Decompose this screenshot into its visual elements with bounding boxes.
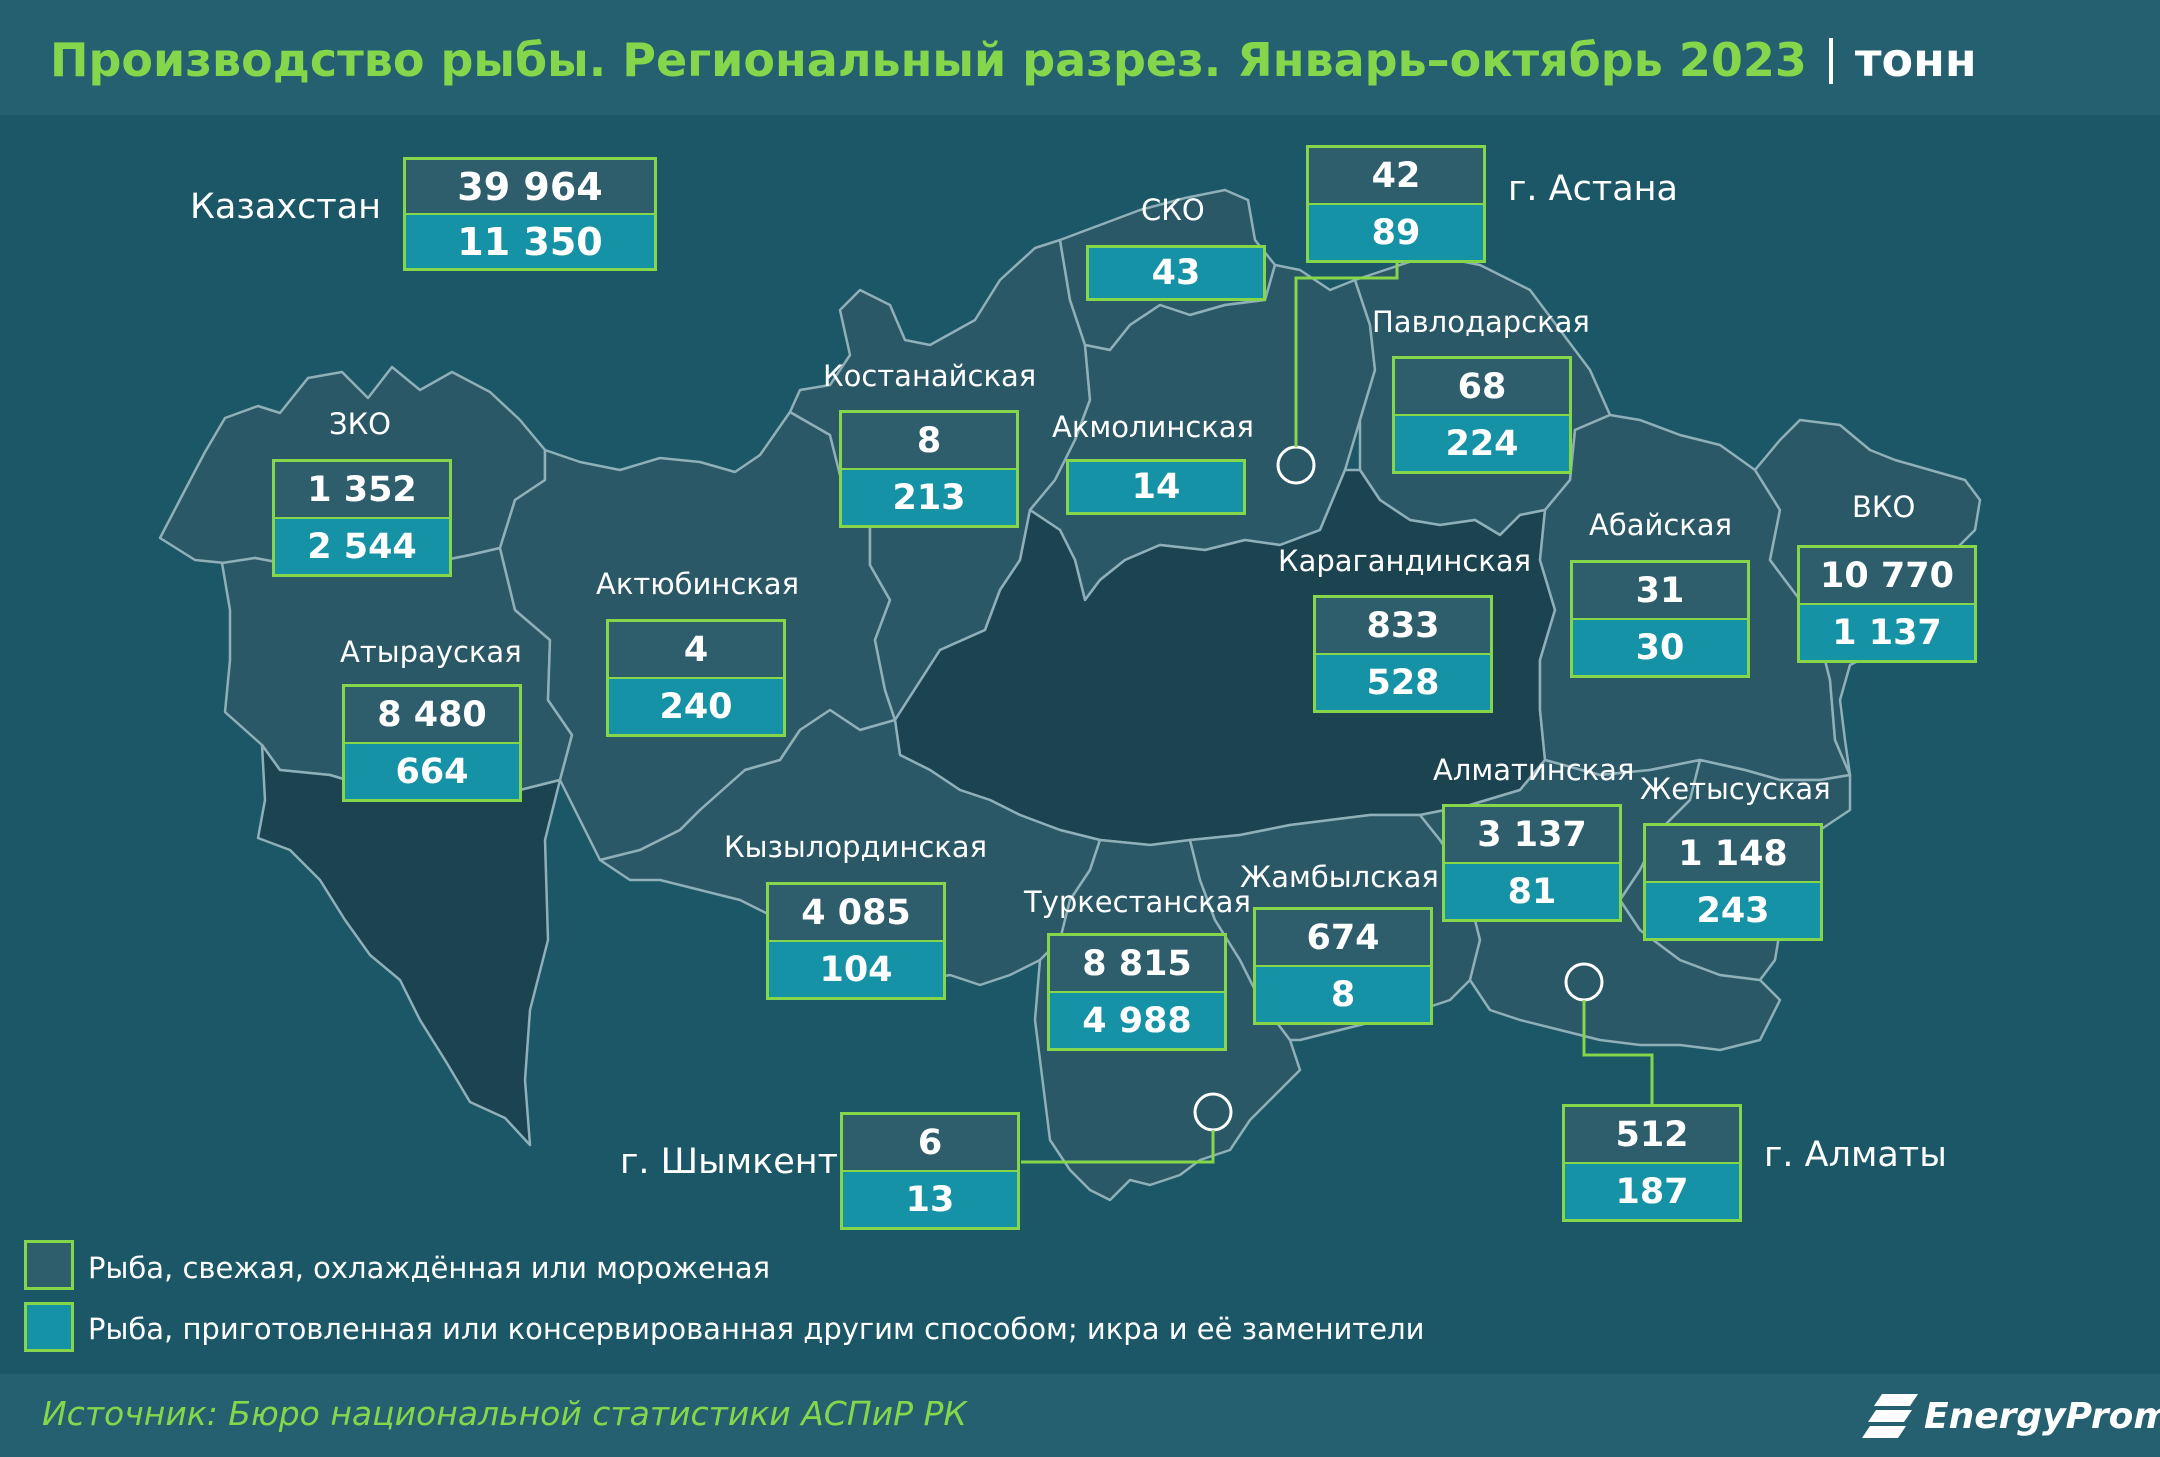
- region-label-pavlodar: Павлодарская: [1372, 305, 1590, 339]
- source-text: Источник: Бюро национальной статистики А…: [42, 1394, 967, 1433]
- shymkent-leader-line: [1021, 1130, 1215, 1164]
- region-box-vko: 10 770 1 137: [1797, 545, 1977, 663]
- region-fresh-almaty-obl: 3 137: [1445, 807, 1619, 864]
- region-fresh-turkestan: 8 815: [1050, 936, 1224, 993]
- region-box-zhambyl: 674 8: [1253, 907, 1433, 1025]
- region-prepared-turkestan: 4 988: [1050, 993, 1224, 1048]
- logo-icon: [1862, 1394, 1918, 1438]
- footer-bar: [0, 1374, 2160, 1457]
- region-prepared-almaty-obl: 81: [1445, 864, 1619, 919]
- city-label-almaty: г. Алматы: [1764, 1135, 1947, 1175]
- region-shape-mangystau: [256, 743, 562, 1147]
- region-prepared-pavlodar: 224: [1395, 416, 1569, 471]
- region-label-atyrau: Атырауская: [340, 635, 522, 669]
- region-fresh-zhambyl: 674: [1256, 910, 1430, 967]
- region-prepared-aktobe: 240: [609, 679, 783, 734]
- region-prepared-atyrau: 664: [345, 744, 519, 799]
- region-fresh-karaganda: 833: [1316, 598, 1490, 655]
- legend-swatch-fresh: [24, 1240, 74, 1290]
- logo-text: EnergyProm: [1924, 1396, 2160, 1437]
- title-unit: тонн: [1854, 33, 1977, 87]
- region-label-vko: ВКО: [1852, 490, 1916, 524]
- region-prepared-kyzylorda: 104: [769, 942, 943, 997]
- energyprom-logo: EnergyProm: [1862, 1388, 2160, 1444]
- city-label-shymkent: г. Шымкент: [620, 1142, 839, 1182]
- region-box-zko: 1 352 2 544: [272, 459, 452, 577]
- region-fresh-atyrau: 8 480: [345, 687, 519, 744]
- astana-leader-line: [1294, 248, 1399, 447]
- region-fresh-zhetysu: 1 148: [1646, 826, 1820, 883]
- city-prepared-almaty: 187: [1565, 1164, 1739, 1219]
- region-box-abai: 31 30: [1570, 560, 1750, 678]
- city-prepared-astana: 89: [1309, 205, 1483, 260]
- region-fresh-vko: 10 770: [1800, 548, 1974, 605]
- total-fresh-value: 39 964: [406, 160, 654, 215]
- region-prepared-zhambyl: 8: [1256, 967, 1430, 1022]
- region-label-kostanay: Костанайская: [823, 359, 1037, 393]
- region-box-karaganda: 833 528: [1313, 595, 1493, 713]
- region-prepared-zko: 2 544: [275, 519, 449, 574]
- region-fresh-pavlodar: 68: [1395, 359, 1569, 416]
- region-fresh-zko: 1 352: [275, 462, 449, 519]
- region-label-turkestan: Туркестанская: [1024, 885, 1251, 919]
- region-label-abai: Абайская: [1589, 508, 1733, 542]
- legend-label-prepared: Рыба, приготовленная или консервированна…: [88, 1312, 1425, 1346]
- region-box-zhetysu: 1 148 243: [1643, 823, 1823, 941]
- region-prepared-vko: 1 137: [1800, 605, 1974, 660]
- city-box-almaty: 512 187: [1562, 1104, 1742, 1222]
- region-box-pavlodar: 68 224: [1392, 356, 1572, 474]
- region-label-sko: СКО: [1141, 193, 1205, 227]
- region-label-aktobe: Актюбинская: [596, 567, 800, 601]
- region-label-zhambyl: Жамбылская: [1240, 860, 1439, 894]
- city-label-astana: г. Астана: [1508, 169, 1678, 209]
- region-label-karaganda: Карагандинская: [1278, 544, 1532, 578]
- total-value-box: 39 964 11 350: [403, 157, 657, 271]
- region-prepared-kostanay: 213: [842, 470, 1016, 525]
- city-fresh-astana: 42: [1309, 148, 1483, 205]
- total-prepared-value: 11 350: [406, 215, 654, 268]
- region-label-akmola: Акмолинская: [1052, 410, 1254, 444]
- region-prepared-sko: 43: [1089, 248, 1263, 298]
- region-fresh-abai: 31: [1573, 563, 1747, 620]
- region-prepared-abai: 30: [1573, 620, 1747, 675]
- city-prepared-shymkent: 13: [843, 1172, 1017, 1227]
- legend-swatch-prepared: [24, 1302, 74, 1352]
- region-box-kyzylorda: 4 085 104: [766, 882, 946, 1000]
- city-fresh-almaty: 512: [1565, 1107, 1739, 1164]
- region-label-kyzylorda: Кызылординская: [724, 830, 988, 864]
- legend-label-fresh: Рыба, свежая, охлаждённая или мороженая: [88, 1251, 771, 1285]
- region-prepared-karaganda: 528: [1316, 655, 1490, 710]
- city-box-astana: 42 89: [1306, 145, 1486, 263]
- title-text: Производство рыбы. Региональный разрез. …: [50, 33, 1807, 87]
- region-fresh-aktobe: 4: [609, 622, 783, 679]
- chart-title: Производство рыбы. Региональный разрез. …: [50, 30, 1977, 90]
- region-prepared-akmola: 14: [1069, 462, 1243, 512]
- region-box-atyrau: 8 480 664: [342, 684, 522, 802]
- city-box-shymkent: 6 13: [840, 1112, 1020, 1230]
- region-fresh-kyzylorda: 4 085: [769, 885, 943, 942]
- region-fresh-kostanay: 8: [842, 413, 1016, 470]
- region-box-sko: 43: [1086, 245, 1266, 301]
- region-box-kostanay: 8 213: [839, 410, 1019, 528]
- almaty-leader-line: [1582, 1000, 1654, 1106]
- total-label: Казахстан: [190, 187, 382, 227]
- region-label-almaty-obl: Алматинская: [1433, 753, 1635, 787]
- region-prepared-zhetysu: 243: [1646, 883, 1820, 938]
- city-fresh-shymkent: 6: [843, 1115, 1017, 1172]
- region-box-aktobe: 4 240: [606, 619, 786, 737]
- header-bar: [0, 0, 2160, 115]
- region-label-zhetysu: Жетысуская: [1640, 772, 1831, 806]
- region-box-turkestan: 8 815 4 988: [1047, 933, 1227, 1051]
- region-box-akmola: 14: [1066, 459, 1246, 515]
- region-box-almaty-obl: 3 137 81: [1442, 804, 1622, 922]
- region-label-zko: ЗКО: [329, 407, 392, 441]
- title-separator: [1828, 38, 1833, 84]
